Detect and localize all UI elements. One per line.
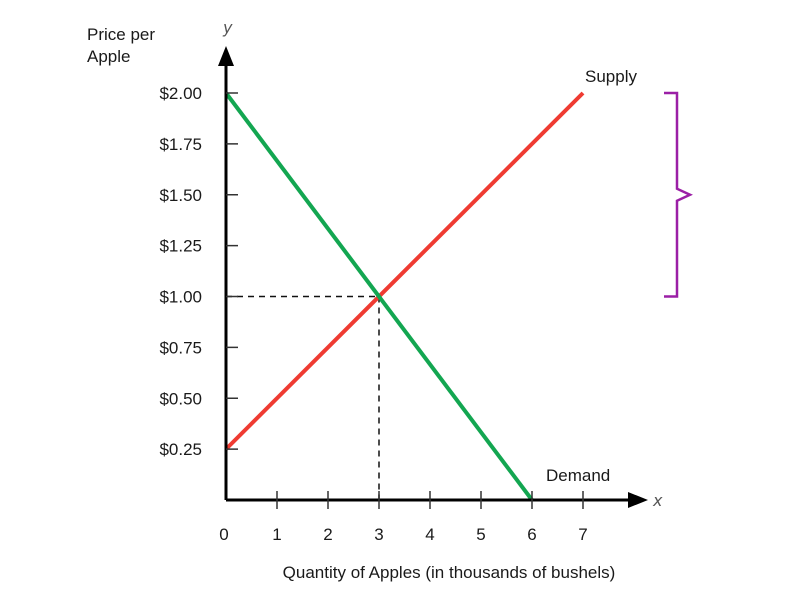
x-tick-label: 0 (219, 525, 228, 544)
x-axis-arrowhead (628, 492, 648, 508)
supply-series-label: Supply (585, 67, 637, 86)
y-tick-label: $0.50 (159, 389, 202, 408)
y-tick-label: $0.25 (159, 440, 202, 459)
x-tick-label: 6 (527, 525, 536, 544)
supply-line (224, 91, 585, 451)
y-tick-label: $1.75 (159, 135, 202, 154)
y-axis-letter: y (222, 18, 233, 37)
x-tick-label: 4 (425, 525, 434, 544)
x-tick-label: 1 (272, 525, 281, 544)
x-tick-label: 3 (374, 525, 383, 544)
y-tick-label: $1.00 (159, 288, 202, 307)
price-range-bracket (664, 91, 693, 298)
y-tick-label: $0.75 (159, 338, 202, 357)
x-axis-letter: x (652, 491, 663, 510)
x-tick-label: 5 (476, 525, 485, 544)
y-tick-label: $2.00 (159, 84, 202, 103)
y-tick-label: $1.50 (159, 186, 202, 205)
y-axis-title-line-2: Apple (87, 47, 130, 66)
x-tick-label: 2 (323, 525, 332, 544)
demand-line (224, 91, 534, 502)
y-axis-arrowhead (218, 46, 234, 66)
y-axis-title-line-1: Price per (87, 25, 155, 44)
x-axis-title: Quantity of Apples (in thousands of bush… (283, 563, 616, 582)
x-tick-label: 7 (578, 525, 587, 544)
demand-series-label: Demand (546, 466, 610, 485)
y-tick-label: $1.25 (159, 237, 202, 256)
